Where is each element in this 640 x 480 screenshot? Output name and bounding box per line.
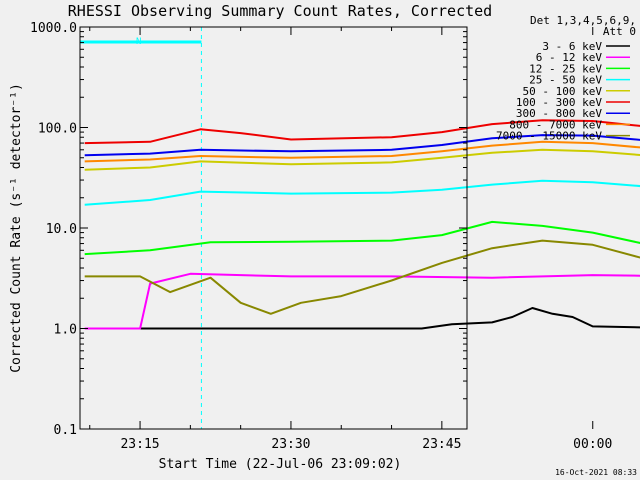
y-axis-label: Corrected Count Rate (s⁻¹ detector⁻¹) (9, 83, 24, 373)
series-line-25-50-kev (84, 179, 640, 206)
y-tick-label: 1000.0 (30, 21, 77, 36)
x-axis-label: Start Time (22-Jul-06 23:09:02) (159, 457, 402, 472)
legend-item-label: 25 - 50 keV (529, 74, 602, 87)
y-axis: 0.1 1.0 10.0 100.0 1000.0 (30, 21, 467, 438)
series-line-800-7000-kev (84, 140, 640, 163)
series-line-3-6-kev (89, 307, 640, 330)
chart-title: RHESSI Observing Summary Count Rates, Co… (68, 2, 492, 20)
series-line-7000-15000-kev (84, 239, 640, 315)
series-line-300-800-kev (84, 134, 640, 157)
legend-item-label: 800 - 7000 keV (509, 118, 602, 131)
legend-header-line: Att 0 (603, 25, 636, 38)
series-line-12-25-kev (84, 220, 640, 256)
legend-item-label: 6 - 12 keV (536, 51, 603, 64)
series-layer (84, 119, 640, 330)
legend-item-label: 100 - 300 keV (516, 96, 602, 109)
legend-item-label: 3 - 6 keV (542, 40, 602, 53)
legend-item-label: 50 - 100 keV (523, 85, 603, 98)
series-line-100-300-kev (84, 119, 640, 145)
orbit-flag-label: N (136, 37, 141, 47)
y-tick-label: 1.0 (54, 323, 77, 338)
x-tick-label: 23:15 (120, 437, 159, 452)
series-line-50-100-kev (84, 148, 640, 171)
series-line-6-12-kev (84, 272, 640, 330)
legend-item-label: 12 - 25 keV (529, 62, 602, 75)
y-tick-label: 10.0 (46, 222, 77, 237)
y-tick-label: 0.1 (54, 423, 77, 438)
x-tick-label: 00:00 (573, 437, 612, 452)
x-tick-label: 23:45 (422, 437, 461, 452)
legend-item-label: 7000 - 15000 keV (496, 130, 602, 143)
x-tick-label: 23:30 (271, 437, 310, 452)
legend-header-line: Det 1,3,4,5,6,9, (530, 14, 636, 27)
legend-item-label: 300 - 800 keV (516, 107, 602, 120)
y-tick-label: 100.0 (38, 122, 77, 137)
footer-date: 16-Oct-2021 08:33 (555, 468, 637, 477)
